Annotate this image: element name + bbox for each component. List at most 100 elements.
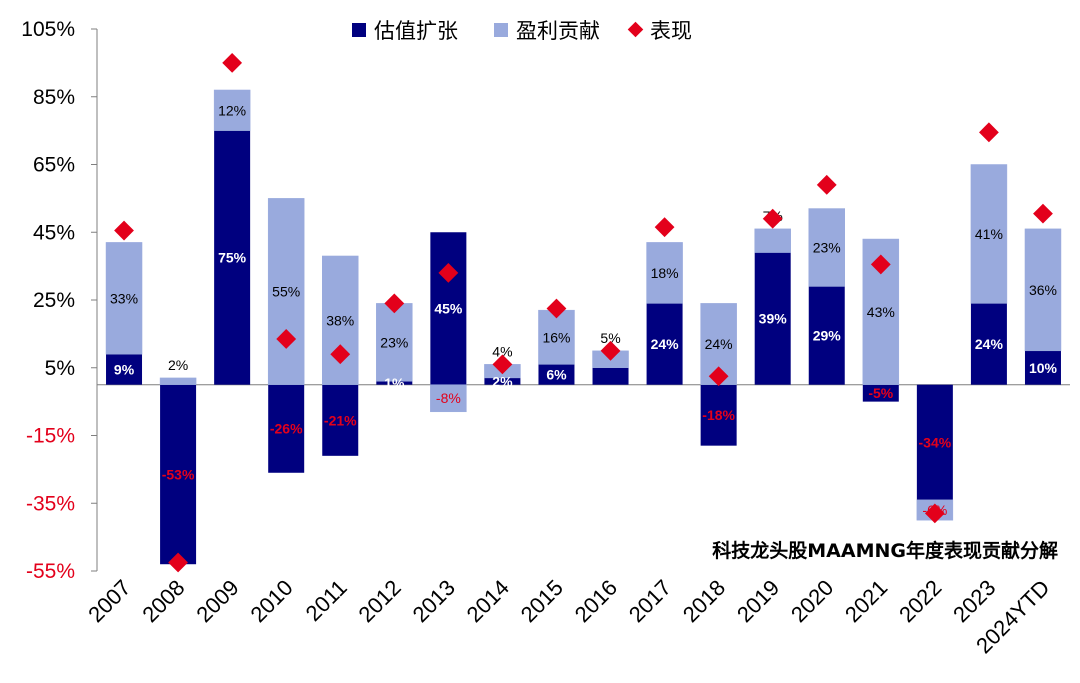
x-tick-label: 2021: [840, 575, 892, 627]
point-performance: [330, 344, 351, 365]
label-earnings: 2%: [168, 357, 188, 373]
bar-valuation: [106, 354, 143, 385]
bar-earnings: [754, 228, 791, 253]
y-tick-label: -35%: [26, 492, 75, 515]
bar-valuation: [430, 232, 467, 385]
bar-valuation: [970, 303, 1007, 385]
label-valuation: 45%: [434, 300, 463, 316]
label-earnings: 33%: [110, 290, 138, 306]
performance-points: [114, 52, 1053, 573]
bar-valuation: [592, 367, 629, 385]
bar-valuation: [700, 384, 737, 446]
label-earnings: 38%: [326, 312, 354, 328]
label-earnings: 5%: [600, 330, 620, 346]
label-valuation: -5%: [868, 385, 893, 401]
y-tick-label: 85%: [33, 86, 75, 109]
label-earnings: 36%: [1029, 282, 1057, 298]
data-labels: 9% 33% -53% 2% 75% 12% -26% 55% -21% 38% 1% 23% 45% -…: [110, 102, 1058, 518]
bar-valuation: [1024, 350, 1061, 385]
label-valuation: 24%: [651, 336, 680, 352]
point-performance: [438, 263, 459, 283]
bar-valuation: [160, 384, 197, 565]
bar-valuation: [214, 130, 251, 385]
point-performance: [546, 298, 567, 319]
label-valuation: 1%: [384, 375, 405, 391]
bars: [105, 89, 1062, 565]
bar-valuation: [646, 303, 683, 385]
label-earnings: 43%: [867, 304, 895, 320]
bar-earnings: [213, 89, 251, 131]
bar-valuation: [376, 381, 413, 385]
y-tick-label: 25%: [33, 289, 75, 312]
legend-label-performance: 表现: [650, 19, 692, 43]
point-performance: [979, 122, 999, 143]
bar-valuation: [484, 377, 521, 385]
x-tick-label: 2016: [570, 575, 622, 627]
label-valuation: -21%: [324, 412, 357, 428]
point-performance: [222, 52, 243, 73]
bar-earnings: [1024, 228, 1062, 352]
label-valuation: -34%: [919, 434, 952, 450]
point-performance: [924, 503, 945, 524]
bar-earnings: [105, 242, 143, 355]
y-tick-label: 65%: [33, 154, 75, 177]
label-earnings: 24%: [705, 336, 733, 352]
x-tick-label: 2013: [408, 575, 460, 627]
label-earnings: 18%: [651, 265, 679, 281]
x-tick-label: 2008: [137, 575, 189, 627]
label-earnings: 23%: [813, 239, 841, 255]
point-performance: [654, 217, 675, 238]
label-earnings: 41%: [975, 226, 1003, 242]
label-valuation: 2%: [492, 373, 513, 389]
point-performance: [1033, 203, 1053, 224]
y-tick-label: -15%: [26, 425, 75, 448]
y-tick-label: 105%: [21, 18, 75, 41]
bar-valuation: [754, 252, 791, 385]
bar-valuation: [268, 384, 305, 473]
x-tick-label: 2007: [83, 575, 135, 627]
legend-swatch-valuation: [352, 23, 366, 37]
x-tick-label: 2022: [894, 575, 946, 627]
x-tick-label: 2018: [678, 575, 730, 627]
label-valuation: 10%: [1029, 360, 1058, 376]
label-earnings: 12%: [218, 102, 246, 118]
legend-marker-performance: [627, 21, 644, 38]
bar-earnings: [430, 384, 467, 413]
x-tick-label: 2014: [462, 575, 514, 627]
label-valuation: -26%: [270, 421, 303, 437]
label-valuation: -53%: [162, 466, 195, 482]
label-earnings: 55%: [272, 284, 300, 300]
label-valuation: -18%: [702, 407, 735, 423]
label-earnings: 4%: [492, 343, 512, 359]
bar-valuation: [862, 384, 899, 402]
x-tick-label: 2010: [245, 575, 297, 627]
label-valuation: 75%: [218, 250, 247, 266]
point-performance: [870, 254, 891, 275]
bar-valuation: [916, 384, 953, 500]
x-tick-label: 2020: [786, 575, 838, 627]
label-valuation: 6%: [546, 367, 567, 383]
y-tick-label: 5%: [45, 357, 75, 380]
legend: 估值扩张 盈利贡献 表现: [352, 19, 692, 43]
point-performance: [816, 174, 837, 195]
bar-valuation: [322, 384, 359, 456]
bar-valuation: [538, 364, 575, 385]
y-tick-label: 45%: [33, 221, 75, 244]
x-tick-label: 2012: [354, 575, 406, 627]
x-tick-label: 2019: [732, 575, 784, 627]
label-earnings: -8%: [436, 390, 461, 406]
point-performance: [114, 220, 134, 241]
y-tick-label: -55%: [26, 560, 75, 583]
legend-label-earnings: 盈利贡献: [516, 19, 600, 43]
x-tick-label: 2015: [516, 575, 568, 627]
x-tick-label: 2009: [191, 575, 243, 627]
point-performance: [492, 354, 513, 375]
bar-earnings: [970, 164, 1008, 304]
bar-earnings: [376, 303, 413, 382]
point-performance: [708, 366, 729, 387]
point-performance: [600, 340, 621, 361]
chart-annotation: 科技龙头股MAAMNG年度表现贡献分解: [712, 539, 1058, 562]
x-tick-label: 2017: [624, 575, 676, 627]
bar-valuation: [808, 286, 845, 385]
